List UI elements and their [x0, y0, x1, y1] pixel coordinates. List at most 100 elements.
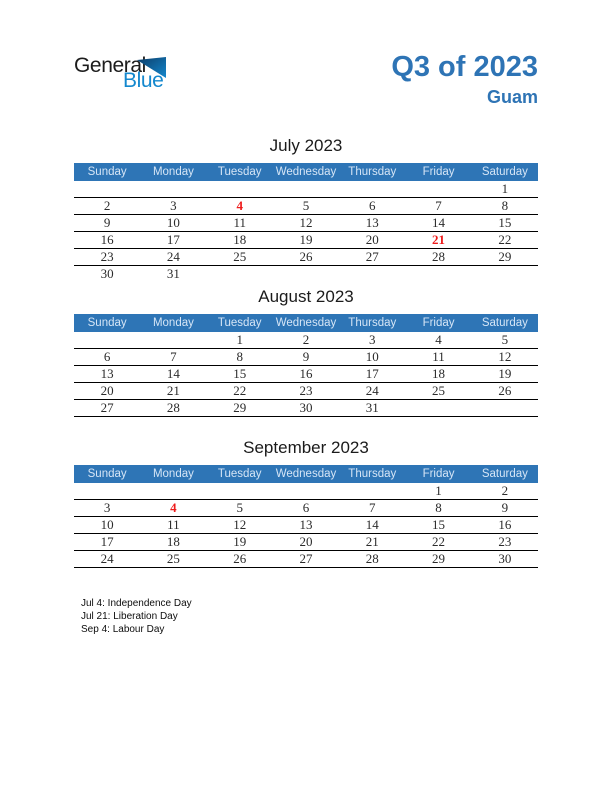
empty-day-cell — [339, 483, 406, 500]
week-row: 1 — [74, 181, 538, 198]
weekday-header-tuesday: Tuesday — [206, 465, 273, 483]
day-cell: 27 — [339, 248, 406, 266]
day-cell: 7 — [405, 197, 472, 215]
week-row: 10 11 12 13 14 15 16 — [74, 516, 538, 534]
empty-day-cell — [405, 417, 471, 434]
empty-day-cell — [140, 417, 206, 434]
day-cell: 29 — [471, 248, 538, 266]
general-blue-logo: General Blue — [74, 54, 174, 92]
day-cell: 25 — [405, 382, 472, 400]
weekday-header-wednesday: Wednesday — [272, 465, 340, 483]
empty-day-cell — [405, 568, 471, 585]
day-cell: 1 — [405, 483, 472, 500]
title-block: Q3 of 2023 Guam — [391, 52, 538, 107]
day-cell: 21 — [339, 533, 406, 551]
day-cell: 20 — [74, 382, 141, 400]
weekday-header-saturday: Saturday — [471, 465, 538, 483]
day-cell: 21 — [140, 382, 207, 400]
weekday-header-row: Sunday Monday Tuesday Wednesday Thursday Frid… — [74, 163, 538, 181]
empty-day-cell — [74, 181, 141, 198]
weekday-header-sunday: Sunday — [74, 163, 141, 181]
empty-day-cell — [207, 266, 273, 283]
day-cell: 16 — [471, 516, 538, 534]
empty-day-cell — [273, 568, 339, 585]
weekday-header-wednesday: Wednesday — [272, 314, 340, 332]
day-cell: 15 — [206, 365, 273, 383]
day-cell: 10 — [140, 214, 207, 232]
holiday-note: Jul 21: Liberation Day — [81, 611, 178, 622]
empty-day-cell — [207, 568, 273, 585]
day-cell: 15 — [471, 214, 538, 232]
holiday-note: Sep 4: Labour Day — [81, 624, 165, 635]
day-cell: 5 — [272, 197, 340, 215]
day-cell: 24 — [140, 248, 207, 266]
weekday-header-thursday: Thursday — [339, 465, 406, 483]
day-cell: 26 — [471, 382, 538, 400]
region-title: Guam — [486, 87, 538, 107]
august-calendar-table: Sunday Monday Tuesday Wednesday Thursday Frid… — [74, 314, 538, 433]
day-cell: 6 — [272, 499, 340, 517]
empty-day-cell — [206, 181, 273, 198]
week-row: 6 7 8 9 10 11 12 — [74, 348, 538, 366]
empty-day-cell — [339, 417, 405, 434]
day-cell: 2 — [471, 483, 538, 500]
day-cell: 12 — [471, 348, 538, 366]
day-cell: 23 — [471, 533, 538, 551]
day-cell: 25 — [206, 248, 273, 266]
day-cell: 14 — [140, 365, 207, 383]
september-calendar-table: Sunday Monday Tuesday Wednesday Thursday Frid… — [74, 465, 538, 584]
day-cell: 11 — [140, 516, 207, 534]
day-cell: 12 — [206, 516, 273, 534]
day-cell: 13 — [339, 214, 406, 232]
empty-day-cell — [339, 266, 405, 283]
day-cell: 13 — [74, 365, 141, 383]
day-cell: 24 — [74, 550, 141, 568]
empty-day-cell — [273, 417, 339, 434]
month-section-july: July 2023 Sunday Monday Tuesday Wednesday Th… — [74, 137, 538, 282]
holiday-day-cell: 4 — [140, 499, 207, 517]
day-cell: 22 — [206, 382, 273, 400]
week-row: 27 28 29 30 31 — [74, 399, 538, 417]
day-cell: 5 — [206, 499, 273, 517]
day-cell: 7 — [339, 499, 406, 517]
day-cell: 6 — [339, 197, 406, 215]
month-title: July 2023 — [269, 136, 343, 155]
day-cell: 3 — [74, 499, 141, 517]
empty-day-cell — [405, 399, 472, 417]
day-cell: 28 — [405, 248, 472, 266]
day-cell: 18 — [206, 231, 273, 249]
empty-day-cell — [339, 568, 405, 585]
empty-day-cell — [272, 483, 340, 500]
week-row — [74, 417, 538, 434]
day-cell: 8 — [405, 499, 472, 517]
day-cell: 7 — [140, 348, 207, 366]
day-cell: 17 — [339, 365, 406, 383]
day-cell: 16 — [74, 231, 141, 249]
weekday-header-wednesday: Wednesday — [272, 163, 340, 181]
day-cell: 30 — [272, 399, 340, 417]
day-cell: 10 — [74, 516, 141, 534]
day-cell: 15 — [405, 516, 472, 534]
week-row: 13 14 15 16 17 18 19 — [74, 365, 538, 383]
day-cell: 13 — [272, 516, 340, 534]
day-cell: 19 — [272, 231, 340, 249]
month-section-august: August 2023 Sunday Monday Tuesday Wednesday… — [74, 288, 538, 433]
quarter-title: Q3 of 2023 — [391, 51, 538, 83]
day-cell: 27 — [74, 399, 141, 417]
day-cell: 26 — [272, 248, 340, 266]
empty-day-cell — [74, 417, 140, 434]
holiday-day-cell: 21 — [405, 231, 472, 249]
empty-day-cell — [472, 417, 538, 434]
empty-day-cell — [74, 332, 141, 349]
weekday-header-row: Sunday Monday Tuesday Wednesday Thursday Frid… — [74, 465, 538, 483]
day-cell: 28 — [339, 550, 406, 568]
day-cell: 16 — [272, 365, 340, 383]
day-cell: 18 — [405, 365, 472, 383]
empty-day-cell — [206, 483, 273, 500]
day-cell: 24 — [339, 382, 406, 400]
weekday-header-tuesday: Tuesday — [206, 163, 273, 181]
month-section-september: September 2023 Sunday Monday Tuesday Wednes… — [74, 439, 538, 584]
holiday-note: Jul 4: Independence Day — [81, 598, 192, 609]
